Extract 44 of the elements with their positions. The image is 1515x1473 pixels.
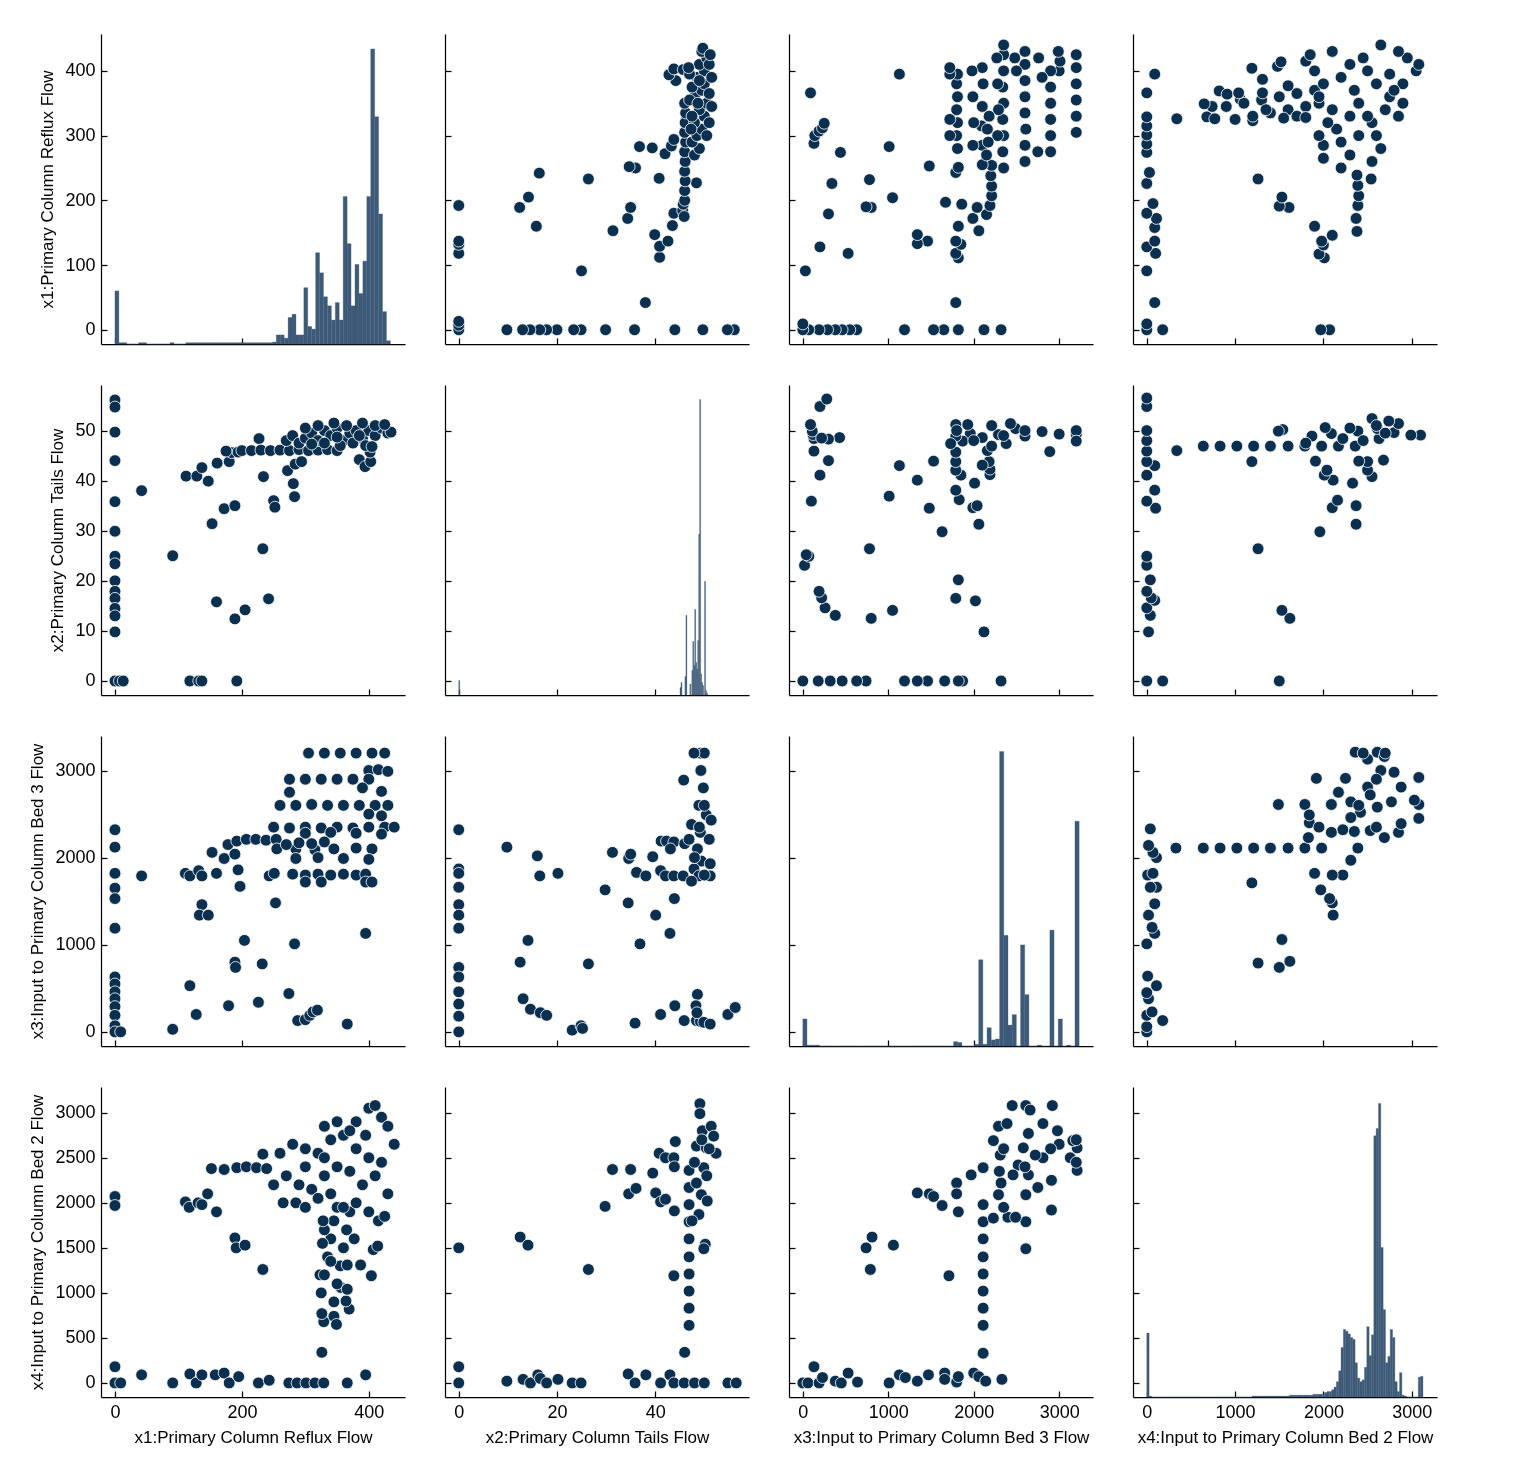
y-tick-label: 0 [85, 670, 96, 691]
y-tick-label: 100 [65, 254, 96, 275]
x-tick-label: 3000 [1392, 1401, 1433, 1422]
x-tick-label: 1000 [1215, 1401, 1256, 1422]
y-axis-title: x4:Input to Primary Column Bed 2 Flow [28, 1093, 48, 1391]
y-tick-label: 3000 [55, 1102, 96, 1123]
x-axis-title: x2:Primary Column Tails Flow [485, 1427, 711, 1447]
y-tick-label: 3000 [55, 760, 96, 780]
y-tick-label: 40 [75, 470, 96, 491]
x-tick-label: 2000 [1303, 1401, 1344, 1422]
x-tick-label: 0 [798, 1401, 809, 1422]
y-tick-label: 2000 [55, 847, 96, 868]
y-tick-label: 1000 [55, 1282, 96, 1303]
x-tick-label: 0 [454, 1401, 465, 1422]
y-tick-label: 2000 [55, 1192, 96, 1213]
x-tick-label: 0 [1142, 1401, 1153, 1422]
y-axis-title: x3:Input to Primary Column Bed 3 Flow [28, 742, 48, 1040]
y-axis-title: x1:Primary Column Reflux Flow [38, 69, 58, 309]
y-tick-label: 1000 [55, 934, 96, 955]
x-axis-title: x1:Primary Column Reflux Flow [134, 1427, 374, 1447]
x-tick-label: 2000 [954, 1401, 995, 1422]
y-tick-label: 20 [75, 570, 96, 591]
x-tick-label: 3000 [1039, 1401, 1080, 1422]
x-tick-label: 0 [110, 1401, 121, 1422]
y-tick-label: 2500 [55, 1147, 96, 1168]
y-tick-label: 0 [85, 1021, 96, 1042]
x-axis-title: x3:Input to Primary Column Bed 3 Flow [793, 1427, 1091, 1447]
y-tick-label: 30 [75, 520, 96, 541]
x-tick-label: 200 [227, 1401, 258, 1422]
y-tick-label: 500 [65, 1327, 96, 1348]
y-tick-label: 400 [65, 60, 96, 81]
y-tick-label: 300 [65, 125, 96, 146]
y-tick-label: 10 [75, 620, 96, 641]
y-tick-label: 1500 [55, 1237, 96, 1258]
x-tick-label: 1000 [868, 1401, 909, 1422]
x-axis-title: x4:Input to Primary Column Bed 2 Flow [1137, 1427, 1435, 1447]
y-tick-label: 0 [85, 1372, 96, 1393]
x-tick-label: 40 [645, 1401, 666, 1422]
x-tick-label: 400 [354, 1401, 385, 1422]
y-axis-title: x2:Primary Column Tails Flow [48, 427, 68, 653]
y-tick-label: 50 [75, 420, 96, 441]
y-tick-label: 0 [85, 319, 96, 340]
x-tick-label: 20 [547, 1401, 568, 1422]
y-tick-label: 200 [65, 189, 96, 210]
